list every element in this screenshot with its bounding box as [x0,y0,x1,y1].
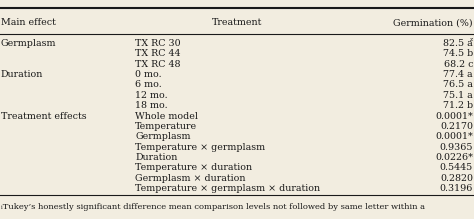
Text: TX RC 48: TX RC 48 [135,60,181,69]
Text: Germplasm: Germplasm [135,132,191,141]
Text: z: z [470,37,473,42]
Text: 18 mo.: 18 mo. [135,101,168,110]
Text: 82.5 a: 82.5 a [443,39,473,48]
Text: TX RC 30: TX RC 30 [135,39,181,48]
Text: 0.0226*: 0.0226* [435,153,473,162]
Text: 71.2 b: 71.2 b [443,101,473,110]
Text: 0.2820: 0.2820 [440,174,473,183]
Text: Treatment: Treatment [212,18,262,28]
Text: Duration: Duration [135,153,177,162]
Text: TX RC 44: TX RC 44 [135,49,181,58]
Text: Main effect: Main effect [1,18,56,28]
Text: 75.1 a: 75.1 a [443,91,473,100]
Text: 6 mo.: 6 mo. [135,80,162,90]
Text: Treatment effects: Treatment effects [1,111,87,121]
Text: Temperature × germplasm: Temperature × germplasm [135,143,265,152]
Text: 74.5 b: 74.5 b [443,49,473,58]
Text: 68.2 c: 68.2 c [444,60,473,69]
Text: 0.3196: 0.3196 [440,184,473,193]
Text: 0.5445: 0.5445 [440,163,473,172]
Text: 0 mo.: 0 mo. [135,70,162,79]
Text: ᵢTukey’s honestly significant difference mean comparison levels not followed by : ᵢTukey’s honestly significant difference… [1,203,425,211]
Text: Temperature × duration: Temperature × duration [135,163,252,172]
Text: Temperature: Temperature [135,122,197,131]
Text: Whole model: Whole model [135,111,198,121]
Text: 0.0001*: 0.0001* [435,132,473,141]
Text: 0.0001*: 0.0001* [435,111,473,121]
Text: Germplasm × duration: Germplasm × duration [135,174,246,183]
Text: 12 mo.: 12 mo. [135,91,168,100]
Text: 77.4 a: 77.4 a [444,70,473,79]
Text: Temperature × germplasm × duration: Temperature × germplasm × duration [135,184,320,193]
Text: Duration: Duration [1,70,43,79]
Text: 0.2170: 0.2170 [440,122,473,131]
Text: 0.9365: 0.9365 [439,143,473,152]
Text: 76.5 a: 76.5 a [443,80,473,90]
Text: Germplasm: Germplasm [1,39,56,48]
Text: Germination (%): Germination (%) [393,18,473,28]
